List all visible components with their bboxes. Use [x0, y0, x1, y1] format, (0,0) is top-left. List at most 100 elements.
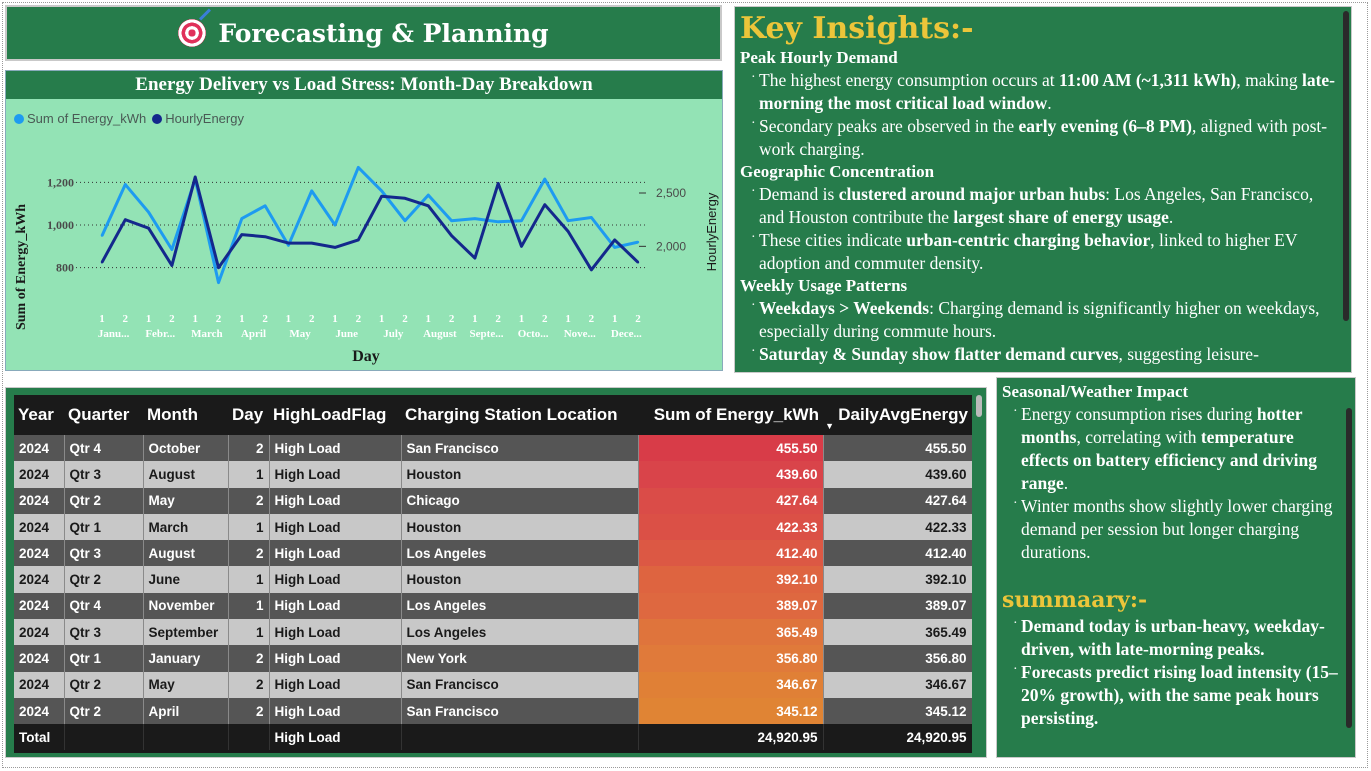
- cell-highloadflag: High Load: [269, 671, 402, 698]
- x-tick-month-label: March: [191, 328, 223, 340]
- table-total-row: Total High Load 24,920.95 24,920.95: [14, 724, 972, 751]
- column-header-location[interactable]: Charging Station Location: [401, 395, 638, 435]
- table-row[interactable]: 2024 Qtr 3 August 2 High Load Los Angeles 412.…: [14, 540, 972, 567]
- cell-highloadflag: High Load: [269, 619, 402, 646]
- table-row[interactable]: 2024 Qtr 4 November 1 High Load Los Angeles 38…: [14, 592, 972, 620]
- table-scrollbar[interactable]: [976, 395, 982, 417]
- cell-day: 2: [228, 697, 270, 725]
- data-point: [333, 246, 337, 249]
- chart-title: Energy Delivery vs Load Stress: Month-Da…: [135, 74, 593, 95]
- bullet-text: .: [1168, 207, 1174, 227]
- cell-quarter: Qtr 2: [64, 671, 144, 698]
- legend-item-hourly[interactable]: HourlyEnergy: [152, 111, 244, 126]
- table-row[interactable]: 2024 Qtr 2 April 2 High Load San Francisco 345…: [14, 697, 972, 725]
- chart-panel[interactable]: Energy Delivery vs Load Stress: Month-Da…: [5, 70, 723, 371]
- cell-energy: 422.33: [638, 513, 824, 541]
- page-title-banner: Forecasting & Planning: [5, 5, 722, 61]
- data-point: [520, 219, 523, 222]
- cell-energy: 356.80: [638, 645, 824, 672]
- cell-dailyavg: 346.67: [823, 671, 972, 698]
- cell-quarter: Qtr 2: [64, 487, 144, 514]
- data-point: [450, 234, 453, 237]
- data-point: [217, 266, 220, 269]
- series-line-hourly: [100, 175, 640, 272]
- bullet-bold: urban-centric charging behavior: [906, 230, 1151, 250]
- cell-energy: 365.49: [638, 619, 824, 646]
- cell-highloadflag: High Load: [269, 487, 402, 514]
- column-header-energy[interactable]: Sum of Energy_kWh: [638, 395, 823, 435]
- cell-highloadflag: High Load: [269, 461, 402, 488]
- column-header-month[interactable]: Month: [143, 395, 228, 435]
- data-point: [100, 234, 104, 237]
- data-point: [357, 238, 360, 242]
- data-point: [170, 248, 174, 251]
- cell-year: 2024: [14, 619, 65, 646]
- data-point: [566, 230, 570, 233]
- cell-location: Los Angeles: [401, 592, 639, 620]
- cell-dailyavg: 356.80: [823, 645, 972, 672]
- cell-day: 2: [228, 645, 270, 672]
- cell-day: 1: [228, 461, 270, 488]
- key-insights-panel[interactable]: Key Insights:- Peak Hourly Demand The hi…: [734, 6, 1352, 373]
- chart-legend[interactable]: Sum of Energy_kWh HourlyEnergy: [14, 111, 244, 126]
- table-row[interactable]: 2024 Qtr 2 May 2 High Load Chicago 427.64 427.6…: [14, 487, 972, 514]
- data-point: [427, 204, 430, 207]
- x-axis-title: Day: [352, 348, 380, 365]
- table-row[interactable]: 2024 Qtr 2 June 1 High Load Houston 392.10 392.…: [14, 566, 972, 593]
- table-row[interactable]: 2024 Qtr 3 August 1 High Load Houston 439.60 43…: [14, 461, 972, 488]
- x-tick-day-label: 2: [402, 313, 408, 325]
- column-header-highloadflag[interactable]: HighLoadFlag: [269, 395, 401, 435]
- bullet-bold: Forecasts predict rising load intensity …: [1021, 662, 1338, 728]
- table-row[interactable]: 2024 Qtr 1 January 2 High Load New York 356.80…: [14, 645, 972, 672]
- data-point: [310, 241, 313, 245]
- seasonal-summary-panel[interactable]: Seasonal/Weather Impact Energy consumpti…: [996, 377, 1356, 758]
- data-point: [520, 245, 523, 248]
- cell-dailyavg: 412.40: [823, 540, 972, 567]
- sort-descending-icon[interactable]: ▼: [825, 421, 834, 431]
- data-table[interactable]: Year Quarter Month Day HighLoadFlag Char…: [14, 395, 972, 751]
- x-tick-day-label: 1: [192, 313, 198, 325]
- cell-location: Houston: [401, 461, 639, 488]
- x-tick-day-label: 2: [262, 313, 268, 325]
- cell-year: 2024: [14, 645, 65, 672]
- insight-bullet: Saturday & Sunday show flatter demand cu…: [735, 340, 1351, 366]
- line-chart[interactable]: 800 1,000 1,200 2,000 2,500 Sum of Energy_kWh…: [6, 131, 722, 371]
- data-point: [403, 197, 407, 200]
- column-header-dailyavg[interactable]: DailyAvgEnergy ▼: [823, 395, 972, 435]
- table-row[interactable]: 2024 Qtr 4 October 2 High Load San Francisco 4…: [14, 435, 972, 462]
- data-point: [496, 182, 500, 185]
- table-panel[interactable]: Year Quarter Month Day HighLoadFlag Char…: [5, 387, 987, 758]
- cell-location: Chicago: [401, 487, 639, 514]
- data-table-container[interactable]: Year Quarter Month Day HighLoadFlag Char…: [14, 395, 972, 753]
- x-tick-month-label: Octo...: [518, 328, 549, 340]
- cell-dailyavg: 345.12: [823, 697, 972, 725]
- data-point: [636, 240, 640, 244]
- x-tick-day-label: 2: [542, 313, 548, 325]
- column-header-day[interactable]: Day: [228, 395, 269, 435]
- cell-day: 2: [228, 487, 270, 514]
- insight-bullet: Secondary peaks are observed in the earl…: [735, 112, 1351, 161]
- insight-bullet: These cities indicate urban-centric char…: [735, 226, 1351, 275]
- table-row[interactable]: 2024 Qtr 3 September 1 High Load Los Angeles 3…: [14, 619, 972, 646]
- cell-year: 2024: [14, 487, 65, 514]
- legend-item-energy[interactable]: Sum of Energy_kWh: [14, 111, 146, 126]
- column-header-year[interactable]: Year: [14, 395, 64, 435]
- table-row[interactable]: 2024 Qtr 1 March 1 High Load Houston 422.33 422…: [14, 513, 972, 541]
- cell-quarter: Qtr 1: [64, 645, 144, 672]
- seasonal-scrollbar[interactable]: [1346, 408, 1352, 728]
- table-row[interactable]: 2024 Qtr 2 May 2 High Load San Francisco 346.6…: [14, 671, 972, 698]
- bullet-text: , aligned with post-work charging.: [759, 116, 1328, 159]
- cell-month: October: [143, 435, 229, 462]
- insights-scrollbar[interactable]: [1343, 11, 1349, 321]
- cell-month: April: [143, 697, 229, 725]
- data-point: [450, 219, 453, 222]
- cell-month: March: [143, 513, 229, 541]
- x-tick-month-label: Nove...: [564, 328, 596, 340]
- bullet-text: , making: [1236, 70, 1302, 90]
- y-axis-title: Sum of Energy_kWh: [14, 204, 29, 330]
- total-cell: [401, 724, 639, 751]
- data-point: [217, 281, 220, 284]
- column-header-quarter[interactable]: Quarter: [64, 395, 143, 435]
- insights-title: Key Insights:-: [740, 11, 974, 46]
- cell-day: 1: [228, 566, 270, 593]
